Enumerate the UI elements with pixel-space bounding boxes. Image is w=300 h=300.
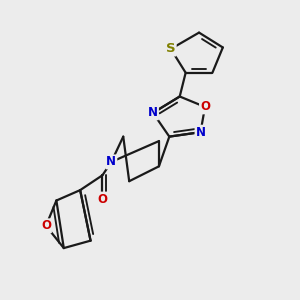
Text: O: O [41,219,51,232]
Text: S: S [166,42,175,56]
Text: O: O [98,193,107,206]
Text: N: N [196,126,206,139]
Text: O: O [200,100,210,113]
Text: N: N [148,106,158,119]
Text: N: N [106,155,116,168]
